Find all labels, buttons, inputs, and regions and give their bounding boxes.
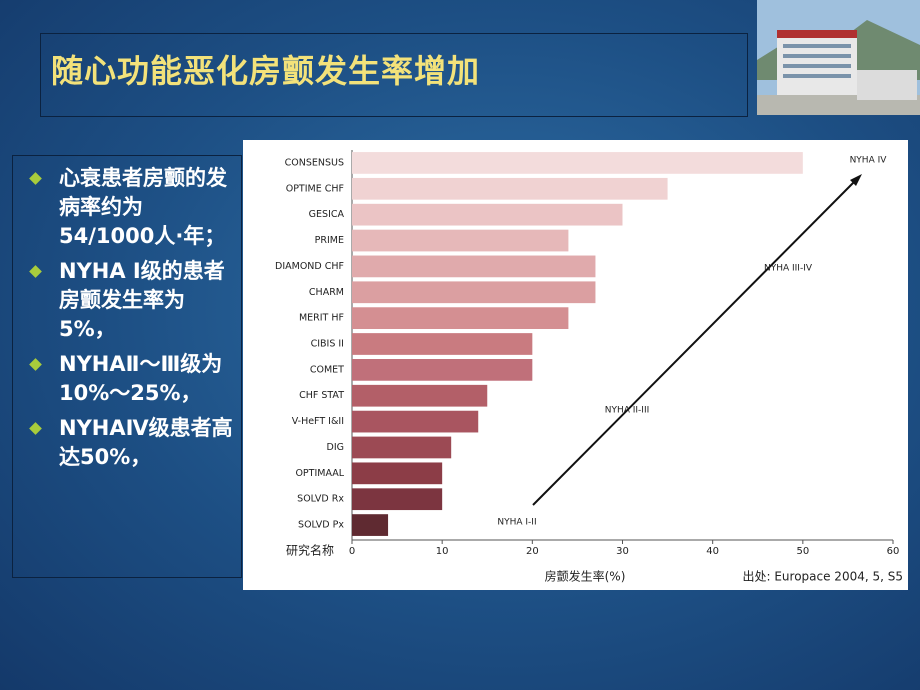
bullet: NYHAⅣ级患者高达50%，: [31, 414, 235, 472]
annotation: NYHA I-II: [497, 518, 536, 528]
slide-title: 随心功能恶化房颤发生率增加: [40, 33, 748, 117]
bar: [352, 307, 569, 329]
bar: [352, 152, 803, 174]
x-tick-label: 40: [706, 546, 719, 557]
bar: [352, 177, 668, 200]
bar: [352, 203, 623, 226]
x-tick-label: 10: [436, 546, 449, 557]
bar: [352, 488, 443, 511]
y-axis-label: 研究名称: [286, 543, 334, 558]
bar: [352, 410, 479, 433]
y-tick-label: DIAMOND CHF: [275, 261, 344, 272]
bullet: 心衰患者房颤的发病率约为54/1000人·年；: [31, 164, 235, 251]
y-tick-label: PRIME: [315, 235, 344, 246]
annotation: NYHA II-III: [605, 406, 650, 416]
arrow-head: [850, 174, 862, 186]
x-tick-label: 50: [796, 546, 809, 557]
source: 出处: Europace 2004, 5, S5: [742, 570, 903, 584]
bullet: NYHA Ⅰ级的患者房颤发生率为5%，: [31, 257, 235, 344]
photo: [757, 0, 920, 115]
arrow: [532, 180, 856, 506]
bar: [352, 462, 443, 485]
bar: [352, 255, 596, 278]
x-axis-label: 房颤发生率(%): [545, 569, 626, 584]
bullet: NYHAⅡ～Ⅲ级为10%～25%，: [31, 350, 235, 408]
bar: [352, 436, 452, 459]
y-tick-label: DIG: [327, 442, 344, 453]
x-tick-label: 60: [887, 546, 900, 557]
bar: [352, 514, 389, 536]
bar: [352, 384, 488, 407]
y-tick-label: OPTIMAAL: [295, 468, 344, 479]
y-tick-label: OPTIME CHF: [286, 183, 344, 194]
bar: [352, 359, 533, 381]
bar: [352, 229, 569, 252]
y-tick-label: CHARM: [309, 287, 344, 298]
x-tick-label: 30: [616, 546, 629, 557]
y-tick-label: CONSENSUS: [285, 157, 344, 168]
y-tick-label: CIBIS II: [311, 339, 344, 350]
annotation: NYHA IV: [850, 156, 888, 166]
annotation: NYHA III-IV: [764, 264, 813, 274]
y-tick-label: CHF STAT: [299, 390, 344, 401]
y-tick-label: V-HeFT I&II: [292, 416, 344, 427]
bar: [352, 333, 533, 355]
x-tick-label: 20: [526, 546, 539, 557]
y-tick-label: SOLVD Rx: [297, 494, 344, 505]
y-tick-label: MERIT HF: [299, 313, 344, 324]
y-tick-label: GESICA: [309, 209, 345, 220]
y-tick-label: COMET: [310, 364, 344, 375]
bullet-box: 心衰患者房颤的发病率约为54/1000人·年； NYHA Ⅰ级的患者房颤发生率为5…: [12, 155, 242, 578]
x-tick-label: 0: [349, 546, 355, 557]
bar: [352, 281, 596, 304]
y-tick-label: SOLVD Px: [298, 520, 344, 531]
